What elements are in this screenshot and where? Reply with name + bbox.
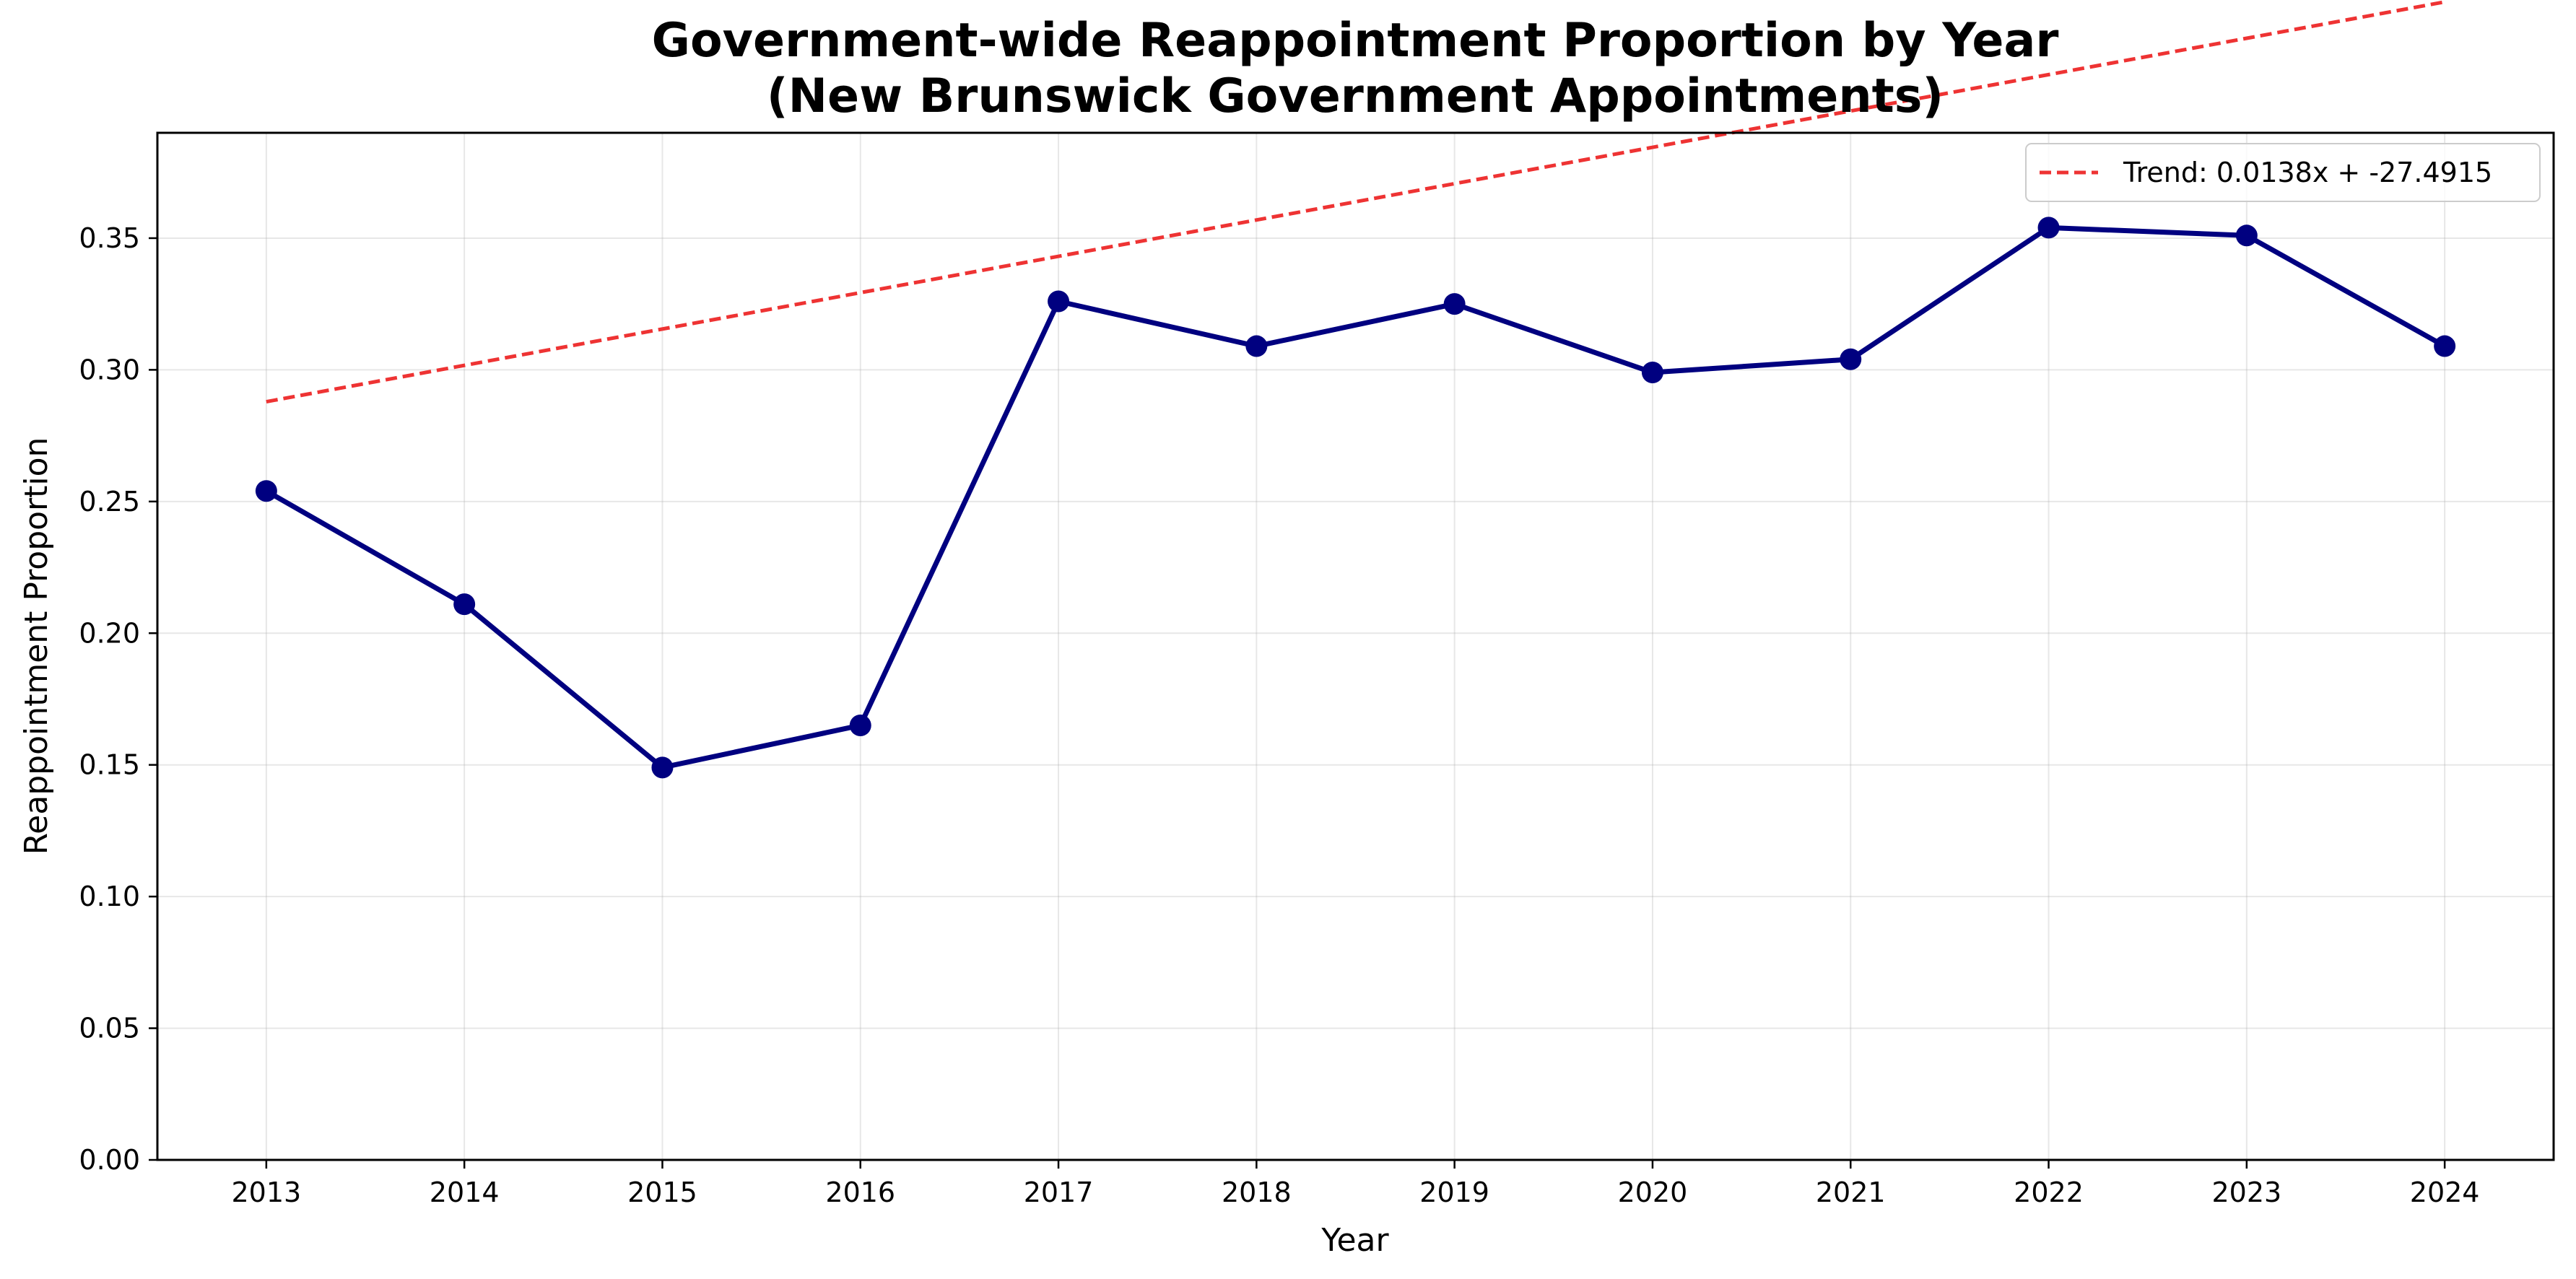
legend-trend-label: Trend: 0.0138x + -27.4915	[2123, 157, 2492, 188]
chart-title-line-1: Government-wide Reappointment Proportion…	[652, 14, 2059, 68]
grid-lines	[157, 133, 2554, 1161]
x-tick-label: 2016	[825, 1177, 895, 1208]
x-axis-ticks: 2013 2014 2015 2016 2017 2018 2019 2020 2021 2022…	[232, 1160, 2480, 1208]
x-tick-label: 2018	[1222, 1177, 1292, 1208]
x-tick-label: 2019	[1419, 1177, 1489, 1208]
data-point	[1048, 290, 1070, 313]
y-tick-label: 0.35	[79, 222, 140, 254]
y-tick-label: 0.05	[79, 1013, 140, 1044]
data-point	[1641, 362, 1663, 384]
x-tick-label: 2021	[1816, 1177, 1886, 1208]
y-tick-label: 0.00	[79, 1144, 140, 1176]
x-axis-label: Year	[1320, 1222, 1389, 1259]
legend: Trend: 0.0138x + -27.4915	[2025, 143, 2541, 202]
x-tick-label: 2020	[1618, 1177, 1688, 1208]
series-line	[264, 224, 2447, 770]
y-tick-label: 0.20	[79, 617, 140, 649]
data-point	[651, 756, 674, 779]
trend-line-layer	[266, 0, 2445, 403]
x-tick-label: 2015	[627, 1177, 697, 1208]
y-axis-label: Reappointment Proportion	[18, 437, 55, 855]
x-tick-label: 2014	[430, 1177, 500, 1208]
data-point	[1443, 293, 1466, 315]
data-point	[453, 593, 476, 616]
legend-box	[2025, 143, 2541, 202]
x-tick-label: 2023	[2211, 1177, 2281, 1208]
y-tick-label: 0.30	[79, 354, 140, 385]
data-point	[1245, 335, 1268, 357]
x-tick-label: 2024	[2410, 1177, 2480, 1208]
y-tick-label: 0.25	[79, 486, 140, 518]
data-point	[1840, 348, 1862, 370]
trend-line	[266, 0, 2445, 403]
y-axis-ticks: 0.00 0.05 0.10 0.15 0.20 0.25 0.30 0.35	[79, 222, 157, 1176]
data-point	[2434, 335, 2456, 357]
x-tick-label: 2013	[232, 1177, 302, 1208]
series-layer	[255, 217, 2456, 779]
x-tick-label: 2017	[1024, 1177, 1094, 1208]
y-tick-label: 0.15	[79, 749, 140, 781]
plot-frame	[156, 131, 2555, 1161]
y-tick-label: 0.10	[79, 881, 140, 912]
data-point	[2235, 224, 2258, 247]
data-point	[849, 714, 871, 736]
data-point	[255, 480, 277, 502]
data-point	[2037, 217, 2060, 239]
chart-title-line-2: (New Brunswick Government Appointments)	[767, 69, 1944, 123]
x-tick-label: 2022	[2014, 1177, 2084, 1208]
